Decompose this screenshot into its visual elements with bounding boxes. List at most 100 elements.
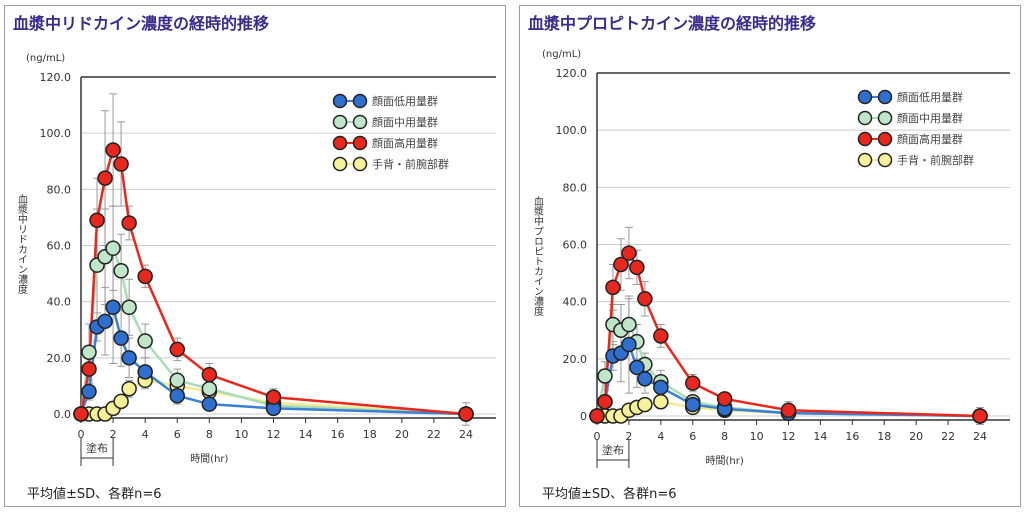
data-point — [780, 402, 797, 419]
legend-marker — [332, 114, 348, 130]
prilocaine-chart-panel: 血漿中プロピトカイン濃度の経時的推移 0 20.0 40.0 60.0 80.0 100.… — [519, 5, 1021, 507]
legend-label: 顔面中用量群 — [372, 115, 438, 129]
legend-label: 手背・前腕部群 — [372, 157, 449, 171]
data-point — [121, 380, 137, 397]
x-tick-label: 14 — [813, 430, 827, 443]
data-point — [621, 316, 637, 333]
data-point — [597, 368, 613, 384]
legend-marker — [332, 156, 348, 172]
data-point — [201, 380, 218, 397]
y-tick-label: 80.0 — [47, 183, 72, 196]
legend-label: 顔面高用量群 — [897, 132, 963, 146]
y-axis-label: 血漿中プロピトカイン濃度 — [532, 195, 544, 317]
data-point — [105, 142, 121, 158]
y-tick-label: 40.0 — [47, 296, 72, 309]
application-label: 塗布 — [86, 441, 108, 455]
data-point — [685, 375, 701, 391]
legend-marker — [352, 93, 368, 109]
data-point — [629, 259, 645, 276]
data-point — [265, 389, 282, 405]
y-tick-label: 120.0 — [556, 67, 588, 80]
x-tick-label: 20 — [909, 430, 923, 443]
legend-marker — [877, 152, 893, 168]
x-axis-label: 時間(hr) — [706, 455, 744, 467]
x-tick-label: 12 — [267, 428, 281, 441]
data-point — [597, 393, 613, 410]
data-point — [137, 333, 153, 349]
data-point — [113, 156, 129, 172]
y-tick-label: 120.0 — [40, 71, 72, 84]
data-point — [653, 379, 669, 396]
data-point — [73, 406, 89, 422]
y-tick-label: 60.0 — [563, 239, 588, 252]
y-tick-label: 0 — [580, 410, 587, 423]
x-tick-label: 24 — [459, 428, 473, 441]
data-point — [113, 330, 129, 346]
data-point — [685, 396, 701, 413]
data-point — [81, 361, 97, 377]
legend-marker — [352, 135, 368, 151]
data-point — [653, 328, 669, 344]
data-point — [121, 299, 137, 316]
legend-label: 顔面低用量群 — [897, 90, 963, 104]
y-tick-label: 40.0 — [563, 296, 588, 309]
data-point — [629, 359, 645, 376]
data-point — [97, 313, 113, 330]
data-point — [613, 256, 629, 273]
y-unit-label: (ng/mL) — [26, 53, 65, 64]
x-tick-label: 6 — [689, 430, 696, 443]
series-line — [79, 146, 467, 416]
chart-title: 血漿中プロピトカイン濃度の経時的推移 — [528, 14, 817, 33]
data-point — [169, 372, 185, 389]
data-point — [653, 393, 669, 410]
legend-marker — [352, 156, 368, 172]
y-tick-label: 0.0 — [54, 408, 72, 421]
x-tick-label: 10 — [750, 430, 764, 443]
legend-label: 顔面高用量群 — [372, 136, 438, 150]
legend-marker — [857, 152, 873, 168]
data-point — [621, 245, 637, 261]
x-tick-label: 0 — [78, 428, 85, 441]
y-tick-label: 20.0 — [47, 352, 72, 365]
legend-marker — [857, 89, 873, 105]
data-point — [637, 396, 653, 413]
x-tick-label: 2 — [625, 430, 632, 443]
legend-marker — [877, 110, 893, 126]
data-point — [972, 408, 988, 424]
data-point — [113, 263, 129, 279]
x-axis-label: 時間(hr) — [190, 453, 228, 465]
legend-label: 顔面中用量群 — [897, 111, 963, 125]
x-tick-label: 6 — [174, 428, 181, 441]
data-point — [716, 391, 733, 407]
data-point — [201, 396, 218, 412]
x-tick-label: 8 — [721, 430, 728, 443]
data-point — [458, 406, 474, 422]
legend-label: 手背・前腕部群 — [897, 153, 974, 167]
legend-marker — [332, 93, 348, 109]
series-line — [595, 250, 981, 418]
data-point — [81, 344, 97, 360]
legend-marker — [857, 110, 873, 126]
data-point — [201, 366, 218, 383]
x-tick-label: 0 — [594, 430, 601, 443]
y-unit-label: (ng/mL) — [542, 49, 581, 60]
application-bracket — [80, 438, 114, 466]
legend-marker — [857, 131, 873, 147]
x-tick-label: 10 — [234, 428, 248, 441]
x-tick-label: 16 — [331, 428, 345, 441]
lidocaine-chart-panel: 血漿中リドカイン濃度の経時的推移 0.0 20.0 40.0 60.0 80.0 100.… — [4, 5, 506, 507]
chart-title: 血漿中リドカイン濃度の経時的推移 — [13, 14, 270, 33]
x-tick-label: 18 — [877, 430, 891, 443]
legend-label: 顔面低用量群 — [372, 94, 438, 108]
data-point — [121, 350, 137, 366]
legend-marker — [877, 89, 893, 105]
x-tick-label: 24 — [973, 430, 987, 443]
legend-marker — [877, 131, 893, 147]
y-tick-label: 100.0 — [556, 124, 588, 137]
x-tick-label: 4 — [142, 428, 149, 441]
x-tick-label: 18 — [363, 428, 377, 441]
data-point — [89, 212, 105, 228]
footnote: 平均値±SD、各群n=6 — [27, 487, 162, 502]
data-point — [81, 383, 97, 400]
x-tick-label: 22 — [941, 430, 955, 443]
